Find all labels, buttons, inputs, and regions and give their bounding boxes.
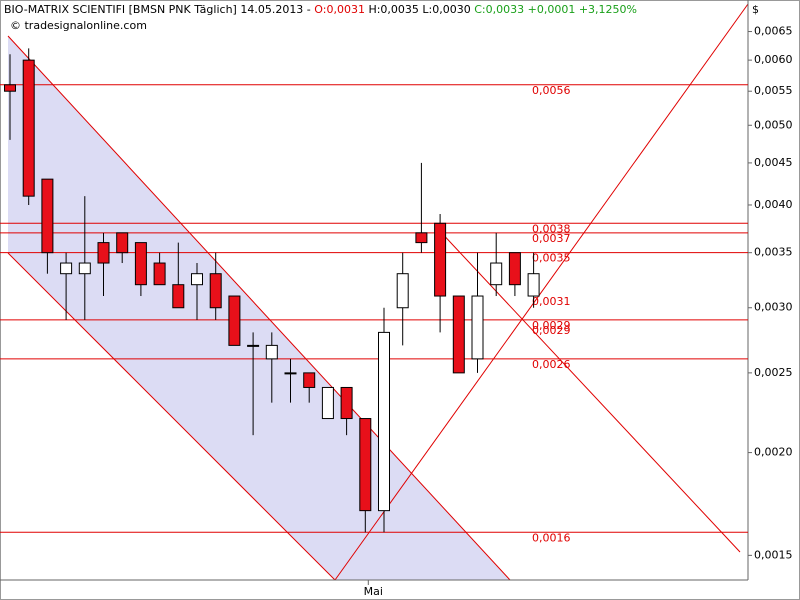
candle-body: [60, 262, 73, 275]
level-label: 0,0029: [532, 324, 571, 337]
currency: $: [752, 3, 759, 16]
level-label: 0,0038: [532, 222, 571, 235]
candle-body: [209, 273, 222, 309]
candle-body: [4, 84, 16, 92]
level-label: 0,0037: [532, 232, 571, 245]
y-tick-label: 0,0060: [754, 53, 793, 66]
trend-line: [436, 227, 741, 553]
candle-body: [303, 372, 316, 388]
candle-body: [78, 262, 91, 275]
level-label: 0,0016: [532, 531, 571, 544]
trend-line: [7, 252, 336, 581]
candle-body: [284, 372, 297, 375]
candle-body: [41, 178, 54, 254]
level-label: 0,0056: [532, 84, 571, 97]
y-tick-label: 0,0055: [754, 84, 793, 97]
level-label: 0,0026: [532, 358, 571, 371]
candle-body: [471, 295, 484, 360]
y-tick-label: 0,0020: [754, 446, 793, 459]
trend-line: [7, 35, 511, 581]
candle-body: [228, 295, 241, 346]
candle-body: [321, 386, 334, 420]
y-tick-label: 0,0045: [754, 156, 793, 169]
candle-body: [415, 232, 428, 244]
x-tick-label: Mai: [364, 585, 383, 598]
candle-body: [490, 262, 503, 286]
y-tick-label: 0,0050: [754, 118, 793, 131]
trend-line: [334, 3, 749, 581]
candle-body: [508, 252, 521, 286]
y-tick-label: 0,0015: [754, 548, 793, 561]
candle-body: [22, 59, 35, 197]
candle-body: [191, 273, 203, 286]
candle-body: [434, 222, 447, 297]
candle-body: [172, 284, 185, 309]
candle-body: [116, 232, 129, 254]
candle-body: [359, 418, 372, 512]
candle-body: [247, 344, 260, 347]
level-label: 0,0029: [532, 319, 571, 332]
source: © tradesignalonline.com: [10, 19, 147, 32]
y-tick-label: 0,0030: [754, 301, 793, 314]
y-tick-label: 0,0035: [754, 246, 793, 259]
candle-body: [378, 331, 390, 512]
candle-body: [134, 242, 147, 286]
y-tick-label: 0,0040: [754, 198, 793, 211]
candle-body: [340, 386, 353, 420]
candle-body: [396, 273, 409, 309]
candle-body: [97, 242, 110, 264]
level-label: 0,0031: [532, 295, 571, 308]
chart-title: BIO-MATRIX SCIENTIFI [BMSN PNK Täglich] …: [4, 3, 637, 16]
candle-body: [153, 262, 166, 286]
candle-body: [452, 295, 465, 374]
level-label: 0,0035: [532, 252, 571, 265]
candle-body: [527, 273, 540, 297]
candle-body: [265, 344, 278, 360]
y-tick-label: 0,0025: [754, 366, 793, 379]
y-tick-label: 0,0065: [754, 25, 793, 38]
